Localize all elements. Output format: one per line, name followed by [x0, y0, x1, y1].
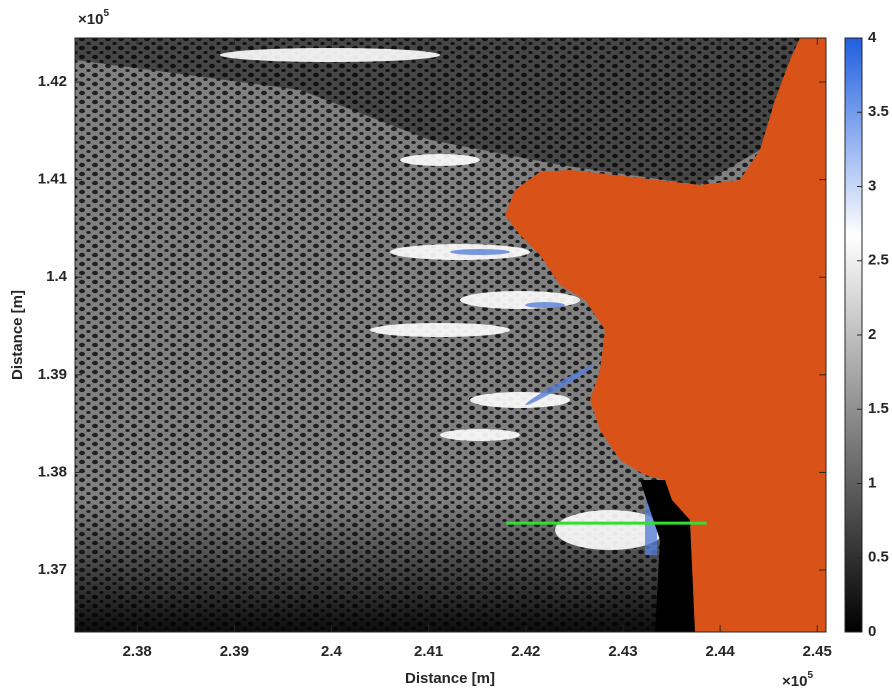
x-axis-label: Distance [m]	[405, 670, 495, 687]
land	[505, 38, 826, 632]
x-tick-label: 2.43	[608, 643, 637, 660]
multiplier-base: ×10	[782, 673, 807, 690]
field	[75, 38, 826, 632]
x-multiplier: ×105	[782, 670, 813, 690]
y-tick-label: 1.41	[38, 171, 67, 188]
colorbar-tick-label: 3	[868, 177, 876, 194]
colorbar-tick-label: 4	[868, 29, 877, 46]
y-axis-label: Distance [m]	[9, 290, 26, 380]
multiplier-exponent: 5	[807, 670, 813, 681]
shore-zone	[640, 480, 695, 632]
colorbar-tick-label: 2	[868, 326, 876, 343]
multiplier-exponent: 5	[103, 8, 109, 19]
y-tick-label: 1.37	[38, 561, 67, 578]
x-tick-label: 2.44	[706, 643, 736, 660]
colorbar-tick-label: 1.5	[868, 400, 889, 417]
y-tick-label: 1.38	[38, 463, 67, 480]
colorbar-tick-label: 1	[868, 474, 876, 491]
colorbar-tick-label: 0	[868, 623, 876, 640]
x-tick-label: 2.42	[511, 643, 540, 660]
x-tick-label: 2.38	[123, 643, 152, 660]
y-tick-label: 1.42	[38, 73, 67, 90]
x-tick-label: 2.45	[803, 643, 832, 660]
colorbar-tick-label: 3.5	[868, 103, 889, 120]
y-tick-label: 1.4	[46, 268, 68, 285]
y-multiplier: ×105	[78, 8, 109, 28]
colorbar-tick-label: 0.5	[868, 549, 889, 566]
field-shade	[75, 38, 800, 185]
plot-frame	[74, 37, 827, 633]
x-tick-label: 2.4	[321, 643, 343, 660]
multiplier-base: ×10	[78, 11, 103, 28]
colorbar-tick-label: 2.5	[868, 252, 889, 269]
y-tick-label: 1.39	[38, 366, 67, 383]
x-tick-label: 2.41	[414, 643, 443, 660]
x-tick-label: 2.39	[220, 643, 249, 660]
